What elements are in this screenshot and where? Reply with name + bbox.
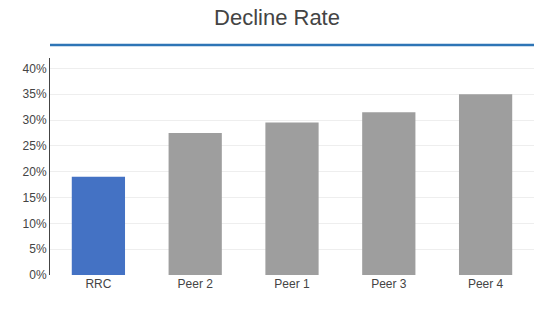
- svg-text:Peer 3: Peer 3: [371, 277, 407, 291]
- svg-text:Peer 1: Peer 1: [274, 277, 310, 291]
- svg-text:10%: 10%: [23, 217, 47, 231]
- svg-text:Peer 4: Peer 4: [468, 277, 504, 291]
- svg-text:5%: 5%: [29, 242, 47, 256]
- svg-text:20%: 20%: [23, 165, 47, 179]
- svg-text:Peer 2: Peer 2: [178, 277, 214, 291]
- svg-text:25%: 25%: [23, 139, 47, 153]
- svg-text:15%: 15%: [23, 191, 47, 205]
- svg-text:Decline Rate: Decline Rate: [214, 5, 340, 30]
- svg-text:35%: 35%: [23, 87, 47, 101]
- svg-text:40%: 40%: [23, 62, 47, 76]
- svg-text:30%: 30%: [23, 113, 47, 127]
- svg-text:RRC: RRC: [85, 277, 111, 291]
- svg-text:0%: 0%: [29, 268, 47, 282]
